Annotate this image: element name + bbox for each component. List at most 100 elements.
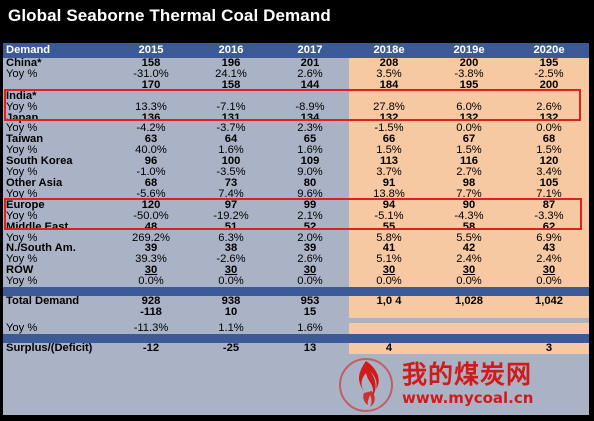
cell-2017: 9.6% [271, 188, 349, 200]
cell-2019e: 200 [429, 58, 509, 69]
cell-2016: 10 [191, 306, 271, 318]
row-label: China* [6, 58, 42, 69]
cell-2015: 158 [111, 58, 191, 69]
cell-2019e: 58 [429, 221, 509, 233]
row-label: South Korea [6, 156, 73, 168]
cell-2015: 40.0% [111, 145, 191, 157]
cell-2018e: 5.8% [349, 232, 429, 244]
cell-2016: 131 [191, 112, 271, 124]
cell-2018e: 184 [349, 79, 429, 91]
row-label: Yoy % [6, 210, 38, 222]
cell-2015: 928 [111, 296, 191, 307]
cell-2018e: 1,0 4 [349, 296, 429, 307]
cell-2017: 2.6% [271, 68, 349, 80]
cell-2020e: 2.6% [509, 101, 589, 113]
table-row: Japan 136 131 134 132 132 132 [3, 112, 589, 124]
column-header: 2018e [349, 43, 429, 58]
cell-2016: 6.3% [191, 232, 271, 244]
cell-2018e: 41 [349, 243, 429, 255]
cell-2018e: 30 [349, 265, 429, 277]
cell-2019e: 116 [429, 156, 509, 168]
cell-2016: -3.5% [191, 167, 271, 178]
total-change-row: -118 10 15 [3, 306, 589, 318]
table-row: Yoy % 40.0% 1.6% 1.6% 1.5% 1.5% 1.5% [3, 145, 589, 157]
cell-2016: 30 [191, 265, 271, 277]
cell-2020e: 195 [509, 58, 589, 69]
cell-2016: 100 [191, 156, 271, 168]
table-row: Yoy % -1.0% -3.5% 9.0% 3.7% 2.7% 3.4% [3, 167, 589, 178]
cell-2019e: 1.5% [429, 145, 509, 157]
cell-2018e: 55 [349, 221, 429, 233]
cell-2020e: 0.0% [509, 276, 589, 288]
cell-2016: 1.1% [191, 322, 271, 334]
cell-2020e: 3.4% [509, 167, 589, 178]
cell-2016: 97 [191, 199, 271, 211]
row-label: Surplus/(Deficit) [6, 342, 93, 354]
cell-2020e: 6.9% [509, 232, 589, 244]
cell-2018e: 5.1% [349, 254, 429, 266]
cell-2016: -7.1% [191, 101, 271, 113]
row-label: ROW [6, 265, 34, 277]
cell-2016: 938 [191, 296, 271, 307]
cell-2019e: 0.0% [429, 123, 509, 135]
row-label: Total Demand [6, 296, 80, 307]
cell-2017: 109 [271, 156, 349, 168]
cell-2015: -12 [111, 342, 191, 354]
column-header: 2017 [271, 43, 349, 58]
cell-2016: 7.4% [191, 188, 271, 200]
cell-2019e: 1,028 [429, 296, 509, 307]
cell-2020e: 0.0% [509, 123, 589, 135]
row-label: Yoy % [6, 322, 38, 334]
row-label: Other Asia [6, 177, 63, 189]
cell-2020e: 87 [509, 199, 589, 211]
cell-2017: 39 [271, 243, 349, 255]
cell-2015: 68 [111, 177, 191, 189]
cell-2017 [271, 90, 349, 102]
row-label: Yoy % [6, 232, 38, 244]
cell-2020e: -3.3% [509, 210, 589, 222]
cell-2017: 1.6% [271, 145, 349, 157]
cell-2015: -11.3% [111, 322, 191, 334]
row-label: Yoy % [6, 167, 38, 178]
cell-2018e: -1.5% [349, 123, 429, 135]
cell-2019e: 67 [429, 134, 509, 146]
cell-2017: 9.0% [271, 167, 349, 178]
cell-2016: 158 [191, 79, 271, 91]
cell-2017: 2.3% [271, 123, 349, 135]
cell-2019e: 0.0% [429, 276, 509, 288]
cell-2019e [429, 90, 509, 102]
cell-2016: 0.0% [191, 276, 271, 288]
cell-2019e: 7.7% [429, 188, 509, 200]
cell-2018e [349, 306, 429, 318]
cell-2016: 38 [191, 243, 271, 255]
table-row: South Korea 96 100 109 113 116 120 [3, 156, 589, 168]
row-label: Middle East [6, 221, 69, 233]
cell-2018e: 27.8% [349, 101, 429, 113]
cell-2017: 953 [271, 296, 349, 307]
table-row: 170 158 144 184 195 200 [3, 79, 589, 91]
cell-2020e: 1.5% [509, 145, 589, 157]
table-row: Yoy % 39.3% -2.6% 2.6% 5.1% 2.4% 2.4% [3, 254, 589, 266]
row-label: N./South Am. [6, 243, 76, 255]
cell-2019e: 2.4% [429, 254, 509, 266]
cell-2015: 0.0% [111, 276, 191, 288]
page-title: Global Seaborne Thermal Coal Demand [8, 6, 331, 25]
surplus-deficit-row: Surplus/(Deficit) -12 -25 13 4 3 [3, 342, 589, 354]
cell-2018e: -5.1% [349, 210, 429, 222]
cell-2015: 96 [111, 156, 191, 168]
cell-2020e: 68 [509, 134, 589, 146]
column-header: 2020e [509, 43, 589, 58]
total-demand-row: Total Demand 928 938 953 1,0 4 1,028 1,042 [3, 296, 589, 307]
cell-2018e: 94 [349, 199, 429, 211]
column-header: Demand [3, 43, 111, 58]
cell-2019e: -3.8% [429, 68, 509, 80]
cell-2019e [429, 306, 509, 318]
cell-2019e [429, 342, 509, 354]
cell-2020e: 7.1% [509, 188, 589, 200]
cell-2019e: 5.5% [429, 232, 509, 244]
table-row: ROW 30 30 30 30 30 30 [3, 265, 589, 277]
cell-2019e: 90 [429, 199, 509, 211]
cell-2017: 52 [271, 221, 349, 233]
cell-2018e: 132 [349, 112, 429, 124]
cell-2018e: 208 [349, 58, 429, 69]
